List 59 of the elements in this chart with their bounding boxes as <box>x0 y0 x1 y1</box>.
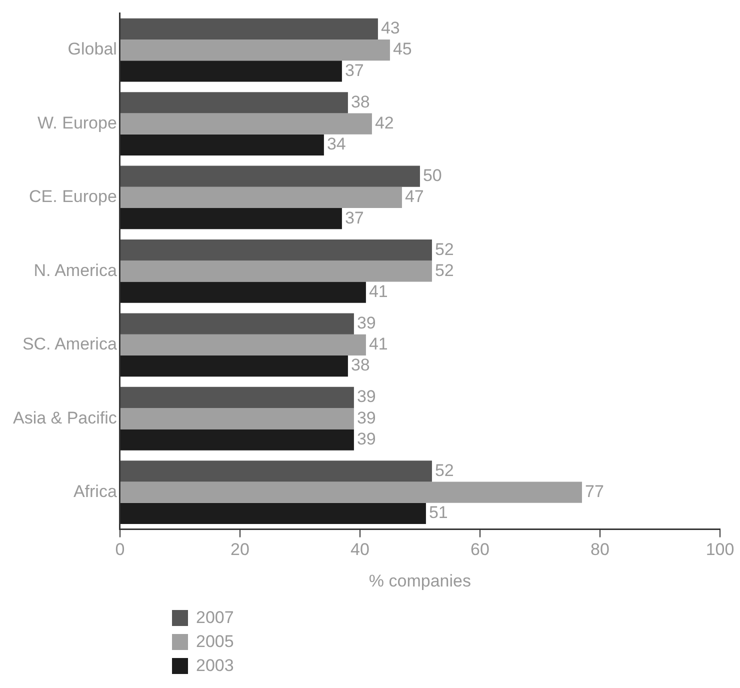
x-tick-label: 60 <box>470 540 490 560</box>
y-tick-label: CE. Europe <box>29 187 117 206</box>
data-label: 51 <box>428 503 448 522</box>
y-tick-label: W. Europe <box>38 113 117 132</box>
data-label: 39 <box>356 313 376 332</box>
bar <box>120 460 432 482</box>
data-label: 52 <box>434 260 454 280</box>
data-label: 37 <box>344 208 364 228</box>
data-label: 34 <box>326 134 346 154</box>
y-tick-label: Asia & Pacific <box>12 408 118 428</box>
data-label: 50 <box>422 166 442 186</box>
legend-label: 2003 <box>196 656 234 676</box>
bar <box>120 429 354 450</box>
data-label: 47 <box>404 187 424 206</box>
bar <box>120 39 390 61</box>
data-label: 39 <box>356 387 376 406</box>
bar <box>120 113 372 134</box>
bar <box>120 60 342 82</box>
x-tick-label: 40 <box>350 540 370 560</box>
data-label: 37 <box>344 60 364 80</box>
x-tick-label: 20 <box>230 540 250 560</box>
bar <box>120 386 354 408</box>
bar <box>120 355 348 377</box>
bar <box>120 334 366 356</box>
data-label: 77 <box>584 482 604 502</box>
data-label: 38 <box>350 356 370 375</box>
bar <box>120 18 378 40</box>
bar <box>120 313 354 334</box>
bar <box>120 502 426 524</box>
data-label: 39 <box>356 408 376 428</box>
data-label: 42 <box>374 113 394 132</box>
x-tick-label: 100 <box>706 540 734 560</box>
data-label: 39 <box>356 429 376 448</box>
bar <box>120 134 324 156</box>
bar <box>120 186 402 208</box>
data-label: 52 <box>434 460 454 480</box>
x-axis-title: % companies <box>368 571 471 590</box>
legend-label: 2005 <box>196 632 234 652</box>
data-label: 52 <box>434 240 454 259</box>
data-label: 41 <box>368 334 388 354</box>
bar <box>120 260 432 282</box>
bar <box>120 240 432 261</box>
y-tick-label: Global <box>68 40 117 59</box>
data-label: 41 <box>368 282 388 302</box>
data-label: 38 <box>350 92 370 112</box>
bar <box>120 208 342 230</box>
y-tick-label: Africa <box>73 482 118 502</box>
data-label: 43 <box>380 18 400 38</box>
bar <box>120 408 354 430</box>
data-label: 45 <box>392 40 412 59</box>
x-tick-label: 0 <box>115 540 125 560</box>
bar <box>120 166 420 187</box>
bar <box>120 482 582 503</box>
bar <box>120 92 348 114</box>
bar <box>120 282 366 303</box>
x-tick-label: 80 <box>590 540 610 560</box>
y-tick-label: N. America <box>34 260 118 280</box>
legend-label: 2007 <box>196 608 234 628</box>
y-tick-label: SC. America <box>22 334 118 354</box>
